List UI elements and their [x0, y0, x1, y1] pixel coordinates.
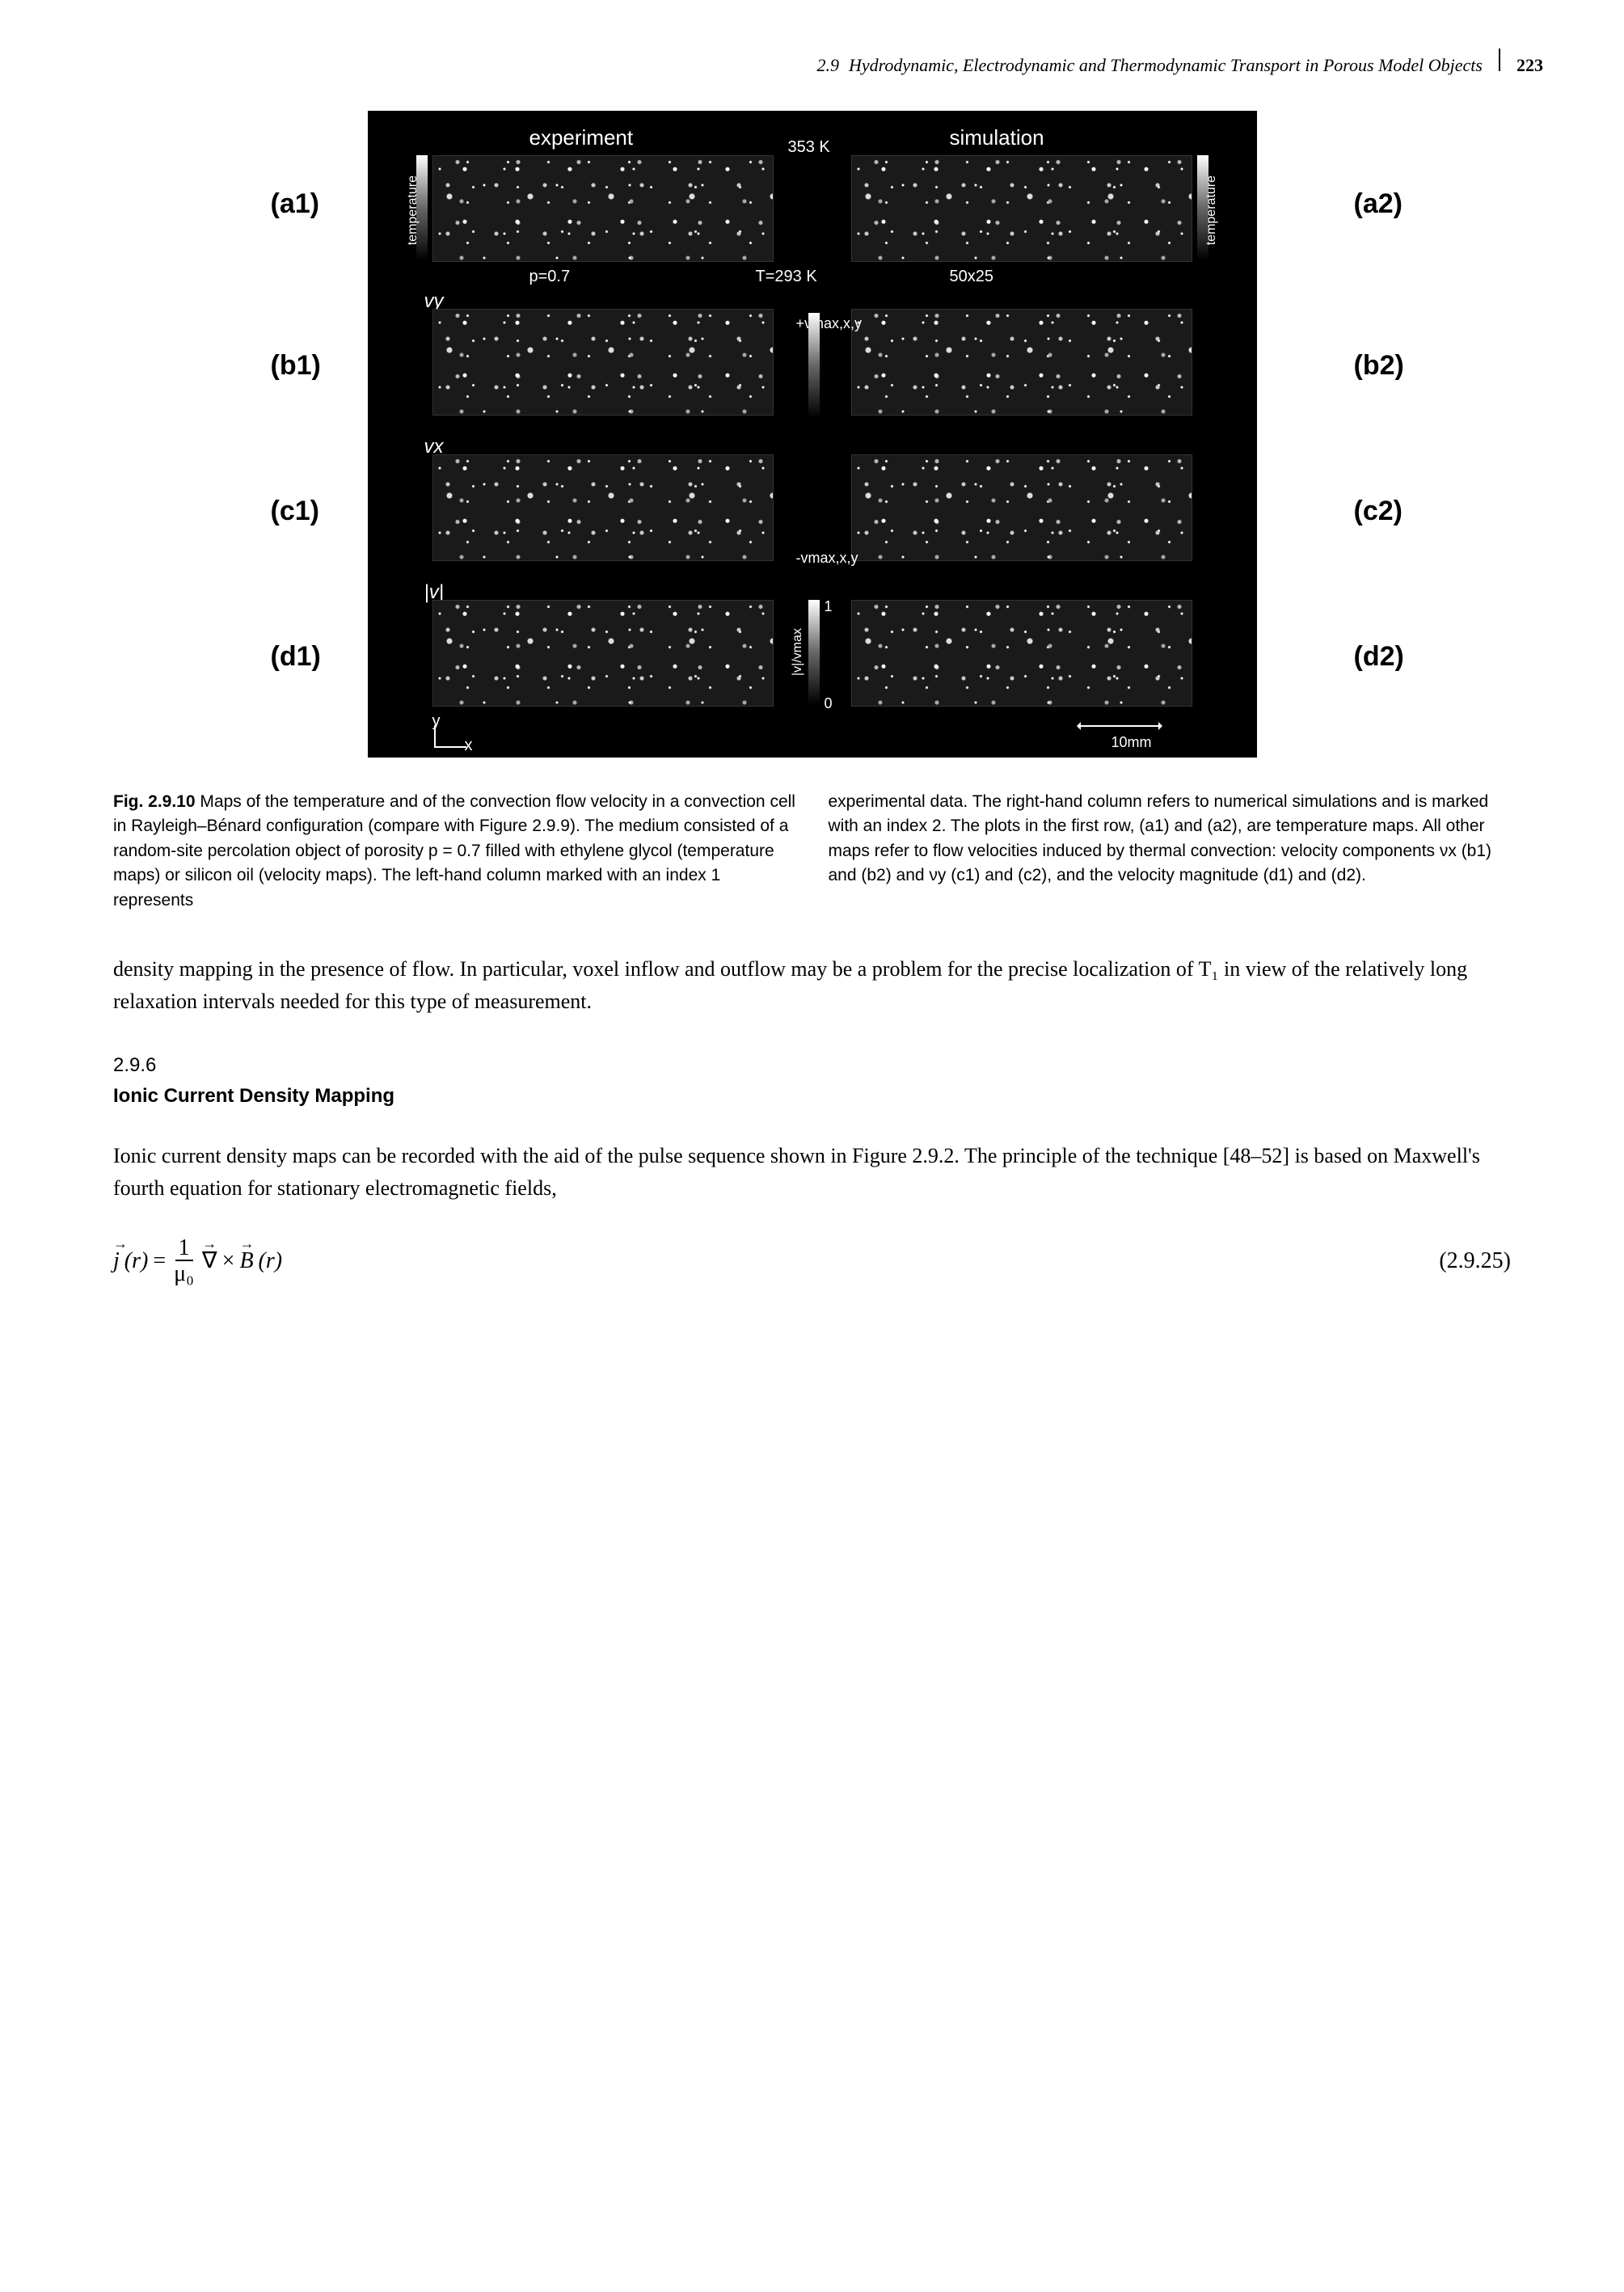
anno-vmax-minus: -vmax,x,y: [796, 547, 858, 569]
anno-one: 1: [825, 596, 833, 618]
panel-d2: [851, 600, 1192, 707]
panel-b2: [851, 309, 1192, 416]
section-paragraph: Ionic current density maps can be record…: [113, 1140, 1511, 1205]
eq-j: j: [113, 1244, 120, 1278]
caption-right-text: experimental data. The right-hand column…: [829, 792, 1492, 884]
figure-2-9-10: (a1) (b1) (c1) (d1) (a2) (b2) (c2) (d2) …: [81, 111, 1543, 758]
eq-r2: (r): [259, 1244, 283, 1278]
equation-number: (2.9.25): [1439, 1244, 1511, 1278]
anno-vvmax-label: |v|/vmax: [788, 628, 808, 676]
colorbar-b: [808, 313, 820, 418]
scale-label: 10mm: [1111, 732, 1151, 753]
figure-caption: Fig. 2.9.10 Maps of the temperature and …: [113, 790, 1511, 913]
label-c1: (c1): [271, 491, 319, 532]
caption-right-column: experimental data. The right-hand column…: [829, 790, 1512, 913]
equation-body: j (r) = 1 μ₀ ∇ × B (r): [113, 1237, 282, 1285]
scale-bar: [1079, 725, 1160, 727]
panel-a1: [432, 155, 774, 262]
eq-equals: =: [153, 1244, 166, 1278]
anno-grid: 50x25: [950, 264, 994, 289]
label-d2: (d2): [1354, 636, 1404, 677]
label-b2: (b2): [1354, 345, 1404, 386]
caption-left-column: Fig. 2.9.10 Maps of the temperature and …: [113, 790, 796, 913]
label-a2: (a2): [1354, 184, 1403, 225]
anno-temperature-right: temperature: [1202, 175, 1221, 245]
header-section-title: Hydrodynamic, Electrodynamic and Thermod…: [849, 52, 1483, 78]
figure-label: Fig. 2.9.10: [113, 792, 196, 811]
anno-porosity: p=0.7: [529, 264, 571, 289]
anno-t293: T=293 K: [756, 264, 817, 289]
col-header-experiment: experiment: [529, 122, 634, 154]
label-b1: (b1): [271, 345, 321, 386]
section-title: Ionic Current Density Mapping: [113, 1082, 1511, 1111]
header-divider: [1499, 49, 1500, 71]
figure-image: experiment simulation 353 K temperature …: [368, 111, 1257, 758]
eq-B: B: [239, 1244, 253, 1278]
label-c2: (c2): [1354, 491, 1403, 532]
panel-d1: [432, 600, 774, 707]
caption-left-text: Maps of the temperature and of the conve…: [113, 792, 795, 910]
axis-x: x: [465, 733, 473, 758]
eq-frac-num: 1: [175, 1237, 193, 1261]
eq-nabla: ∇: [202, 1244, 217, 1278]
body-paragraph-1: density mapping in the presence of flow.…: [113, 953, 1511, 1019]
axis-y-line: [434, 725, 436, 748]
label-a1: (a1): [271, 184, 319, 225]
colorbar-d: [808, 600, 820, 705]
equation-2-9-25: j (r) = 1 μ₀ ∇ × B (r) (2.9.25): [113, 1237, 1511, 1285]
header-section-number: 2.9: [817, 52, 840, 78]
axis-x-line: [434, 746, 466, 748]
panel-a2: [851, 155, 1192, 262]
col-header-simulation: simulation: [950, 122, 1044, 154]
panel-c2: [851, 454, 1192, 561]
eq-frac: 1 μ₀: [171, 1237, 197, 1285]
running-header: 2.9 Hydrodynamic, Electrodynamic and The…: [81, 49, 1543, 78]
eq-times: ×: [222, 1244, 235, 1278]
label-d1: (d1): [271, 636, 321, 677]
panel-c1: [432, 454, 774, 561]
eq-frac-den: μ₀: [171, 1261, 197, 1285]
anno-temperature-left: temperature: [403, 175, 423, 245]
anno-zero: 0: [825, 693, 833, 715]
panel-b1: [432, 309, 774, 416]
page-number: 223: [1516, 52, 1543, 78]
section-number: 2.9.6: [113, 1051, 1511, 1080]
eq-r1: (r): [124, 1244, 149, 1278]
anno-vmax-plus: +vmax,x,y: [796, 313, 863, 335]
